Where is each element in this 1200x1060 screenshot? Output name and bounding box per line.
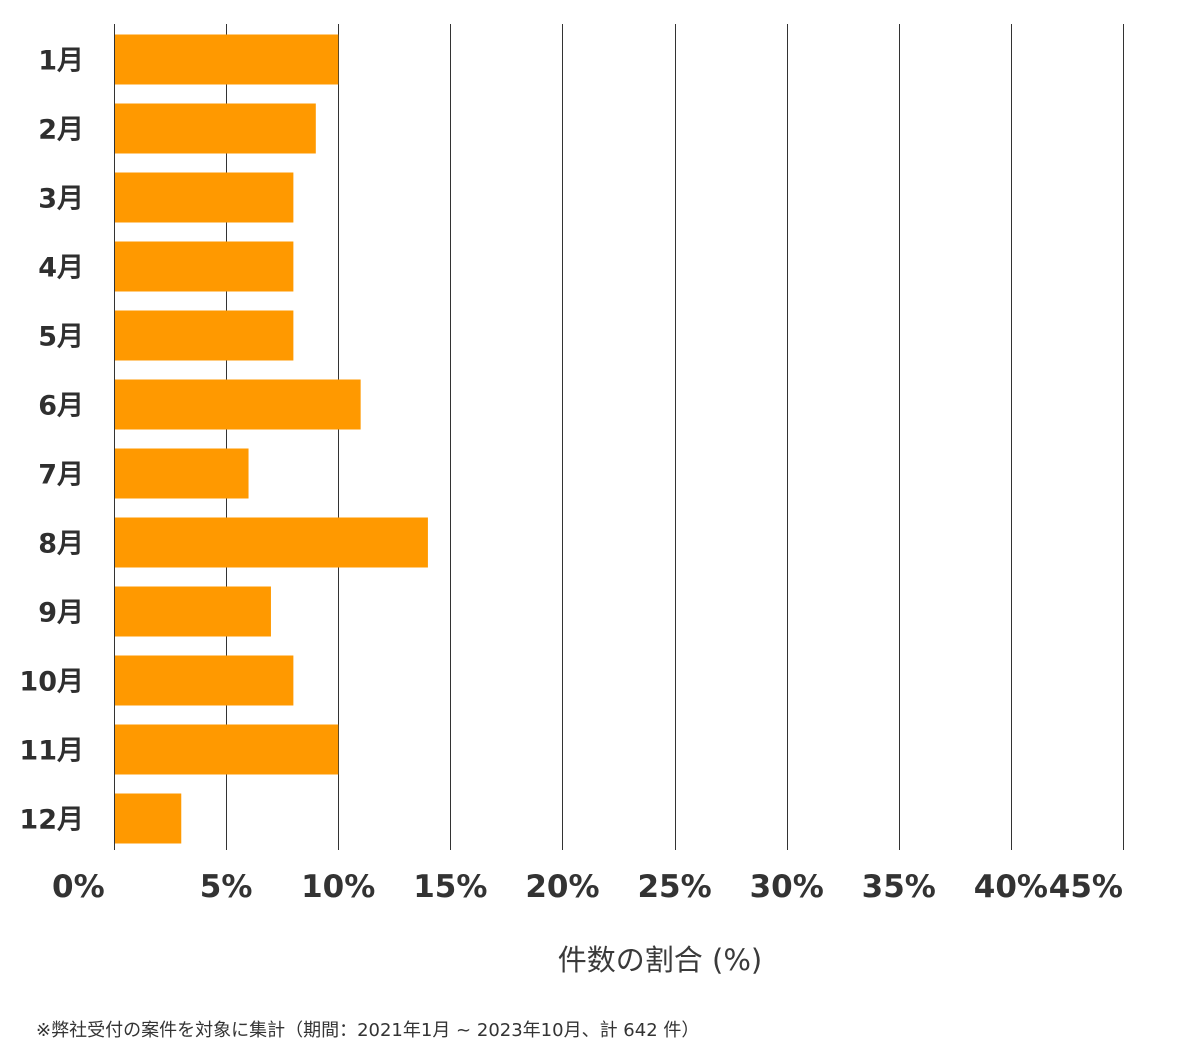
x-tick-label: 10% — [301, 869, 375, 905]
bar-12 — [115, 793, 182, 844]
x-tick-label: 30% — [750, 869, 824, 905]
bar-8 — [115, 517, 428, 568]
category-label: 1月 — [38, 46, 84, 77]
x-tick-label: 35% — [862, 869, 936, 905]
x-tick-labels: 0% 5% 10% 15% 20% 25% 30% 35% 40% 45% — [52, 869, 1123, 905]
bar-10 — [115, 655, 294, 706]
bar-4 — [115, 241, 294, 292]
category-label: 8月 — [38, 529, 84, 560]
bar-3 — [115, 172, 294, 223]
category-label: 9月 — [38, 598, 84, 629]
bar-6 — [115, 379, 361, 430]
x-tick-label: 45% — [1049, 869, 1123, 905]
x-tick-label: 0% — [52, 869, 105, 905]
footnote: ※弊社受付の案件を対象に集計（期間：2021年1月 ~ 2023年10月、計 6… — [36, 1020, 700, 1041]
category-label: 7月 — [38, 460, 84, 491]
x-tick-label: 20% — [525, 869, 599, 905]
x-tick-label: 40% — [974, 869, 1048, 905]
x-tick-label: 25% — [637, 869, 711, 905]
category-label: 11月 — [19, 736, 84, 767]
bar-7 — [115, 448, 249, 499]
bar-11 — [115, 724, 339, 775]
category-label: 6月 — [38, 391, 84, 422]
bars — [115, 34, 428, 844]
bar-9 — [115, 586, 271, 637]
grid-lines — [114, 24, 1124, 850]
category-label: 10月 — [19, 667, 84, 698]
x-tick-label: 15% — [413, 869, 487, 905]
category-labels: 1月 2月 3月 4月 5月 6月 7月 8月 9月 10月 11月 12月 — [19, 46, 84, 836]
category-label: 5月 — [38, 322, 84, 353]
x-axis-title: 件数の割合 (%) — [558, 943, 762, 977]
category-label: 2月 — [38, 115, 84, 146]
category-label: 3月 — [38, 184, 84, 215]
bar-2 — [115, 103, 316, 154]
category-label: 12月 — [19, 805, 84, 836]
category-label: 4月 — [38, 253, 84, 284]
x-tick-label: 5% — [200, 869, 253, 905]
bar-1 — [115, 34, 339, 85]
bar-5 — [115, 310, 294, 361]
